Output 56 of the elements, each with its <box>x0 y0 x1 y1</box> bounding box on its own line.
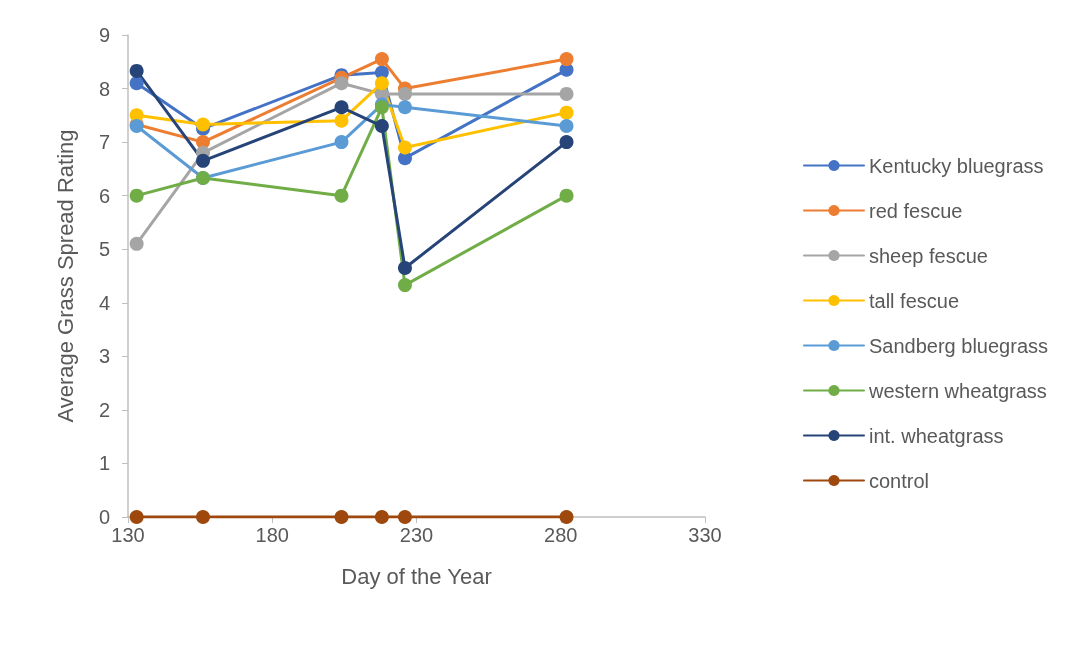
legend-label: red fescue <box>868 199 963 222</box>
y-tick-label: 1 <box>98 452 110 475</box>
point <box>334 135 349 150</box>
point <box>334 113 349 128</box>
point <box>397 140 412 155</box>
y-tick-label: 5 <box>98 238 110 261</box>
x-tick-label: 130 <box>111 524 145 546</box>
y-tick-label: 8 <box>98 77 110 100</box>
point <box>374 76 389 91</box>
point <box>129 63 144 78</box>
legend-label: int. wheatgrass <box>868 424 1004 447</box>
point <box>196 510 211 524</box>
legend-label: control <box>868 469 930 492</box>
legend-label: Kentucky bluegrass <box>868 154 1044 177</box>
point <box>129 188 144 203</box>
y-tick-label: 9 <box>98 24 110 46</box>
point <box>334 510 349 524</box>
point <box>129 510 144 524</box>
point <box>129 236 144 251</box>
point <box>559 188 574 203</box>
x-tick-label: 330 <box>688 524 722 546</box>
point <box>334 76 349 91</box>
x-tick-label: 180 <box>255 524 289 546</box>
point <box>559 510 574 524</box>
y-tick-label: 4 <box>98 291 110 314</box>
y-axis-title: Average Grass Spread Rating <box>52 129 78 423</box>
legend-label: western wheatgrass <box>867 379 1047 402</box>
point <box>559 86 574 101</box>
point <box>397 100 412 115</box>
point <box>374 510 389 524</box>
point <box>397 260 412 275</box>
point <box>334 188 349 203</box>
y-tick-label: 0 <box>98 506 110 528</box>
point <box>196 117 211 132</box>
legend-label: Sandberg bluegrass <box>868 334 1048 357</box>
point <box>196 153 211 168</box>
point <box>374 52 389 67</box>
point <box>397 510 412 524</box>
x-tick-label: 230 <box>399 524 434 546</box>
point <box>559 52 574 67</box>
legend-label: sheep fescue <box>868 244 988 267</box>
point <box>374 119 389 134</box>
y-tick-label: 6 <box>98 184 110 207</box>
point <box>397 278 412 293</box>
legend-label: tall fescue <box>868 289 960 312</box>
x-axis-title: Day of the Year <box>341 563 492 589</box>
x-tick-label: 280 <box>544 524 578 546</box>
point <box>129 76 144 91</box>
point <box>397 86 412 101</box>
point <box>559 119 574 134</box>
y-tick-label: 7 <box>98 131 110 154</box>
point <box>559 105 574 120</box>
y-tick-label: 3 <box>98 345 110 368</box>
point <box>559 135 574 150</box>
point <box>334 100 349 115</box>
y-tick-label: 2 <box>98 398 110 421</box>
